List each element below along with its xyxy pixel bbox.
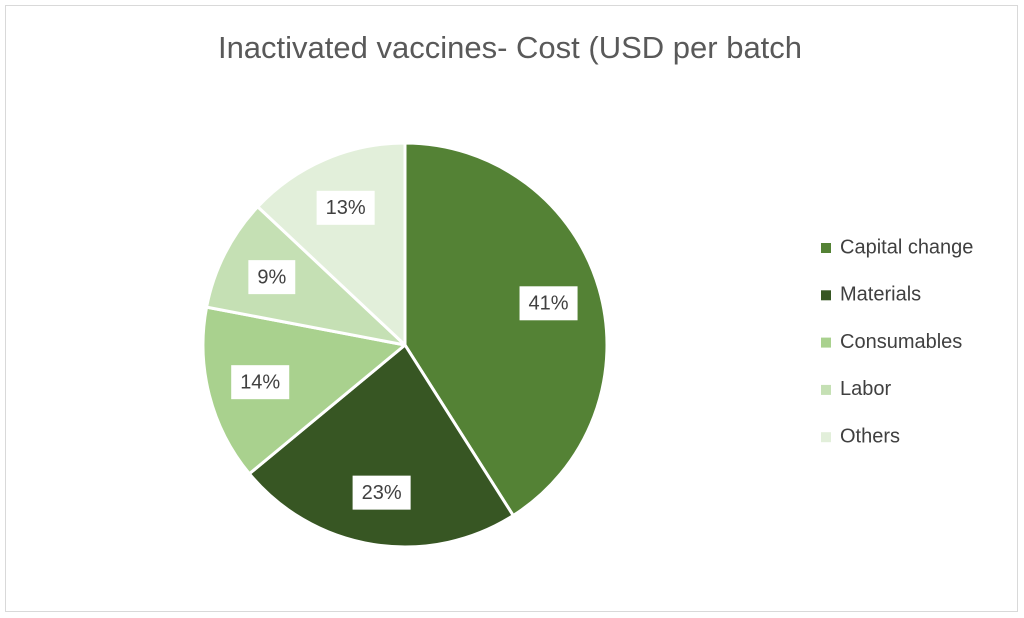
data-label: 41% xyxy=(529,293,569,315)
data-label: 9% xyxy=(257,266,286,288)
legend-marker xyxy=(821,432,831,443)
data-label: 13% xyxy=(326,197,366,219)
data-label-box xyxy=(519,286,578,321)
pie-slice xyxy=(247,343,515,549)
legend-marker xyxy=(821,243,831,253)
legend-label: Labor xyxy=(840,378,891,400)
legend-label: Materials xyxy=(840,284,921,306)
data-label-box xyxy=(248,260,296,295)
data-label-box xyxy=(231,365,290,400)
data-label: 23% xyxy=(362,482,402,504)
pie-slice xyxy=(201,305,407,476)
data-label: 14% xyxy=(240,371,280,393)
legend-marker xyxy=(821,337,831,348)
chart-title: Inactivated vaccines- Cost (USD per batc… xyxy=(218,30,802,65)
legend-marker xyxy=(821,384,831,395)
legend-marker xyxy=(821,290,831,301)
legend-label: Others xyxy=(840,425,900,447)
data-label-box xyxy=(352,475,411,510)
legend-label: Capital change xyxy=(840,236,973,258)
data-label-box xyxy=(316,190,375,225)
pie-slice xyxy=(205,205,407,347)
legend-label: Consumables xyxy=(840,331,962,353)
